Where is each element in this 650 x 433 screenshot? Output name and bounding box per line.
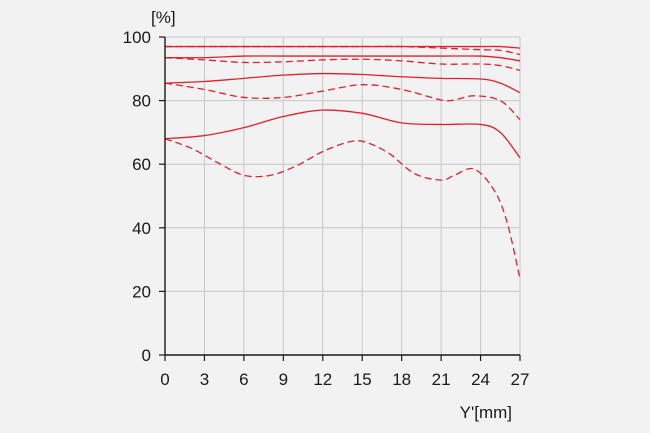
y-tick-label: 20 [132,282,151,301]
series-line-solid-3 [164,55,521,62]
grid [165,36,521,355]
tick-labels: 0 3 6 9 12 15 18 21 24 27 0 20 40 60 80 100 [123,28,530,389]
x-tick-label: 24 [471,370,490,389]
y-tick-label: 100 [123,28,151,47]
y-tick-label: 80 [132,92,151,111]
x-tick-label: 27 [511,370,530,389]
series-line-solid-7 [164,109,521,159]
tick-marks [159,36,521,361]
axes [164,37,520,356]
x-tick-label: 6 [239,370,248,389]
series-line-solid-5 [164,72,521,94]
x-tick-label: 18 [392,370,411,389]
x-tick-label: 3 [200,370,209,389]
y-axis-unit-label: [%] [151,8,176,27]
x-axis-unit-label: Y'[mm] [460,403,512,422]
series-line-dashed-4 [164,57,521,72]
series-lines [164,45,521,279]
x-tick-label: 21 [432,370,451,389]
x-tick-label: 0 [160,370,169,389]
x-tick-label: 9 [279,370,288,389]
y-tick-label: 60 [132,155,151,174]
y-tick-label: 0 [142,346,151,365]
series-line-dashed-6 [164,82,521,121]
x-tick-label: 12 [313,370,332,389]
series-line-dashed-8 [164,138,521,279]
y-tick-label: 40 [132,219,151,238]
series-line-dashed-2 [164,45,521,56]
x-tick-label: 15 [353,370,372,389]
